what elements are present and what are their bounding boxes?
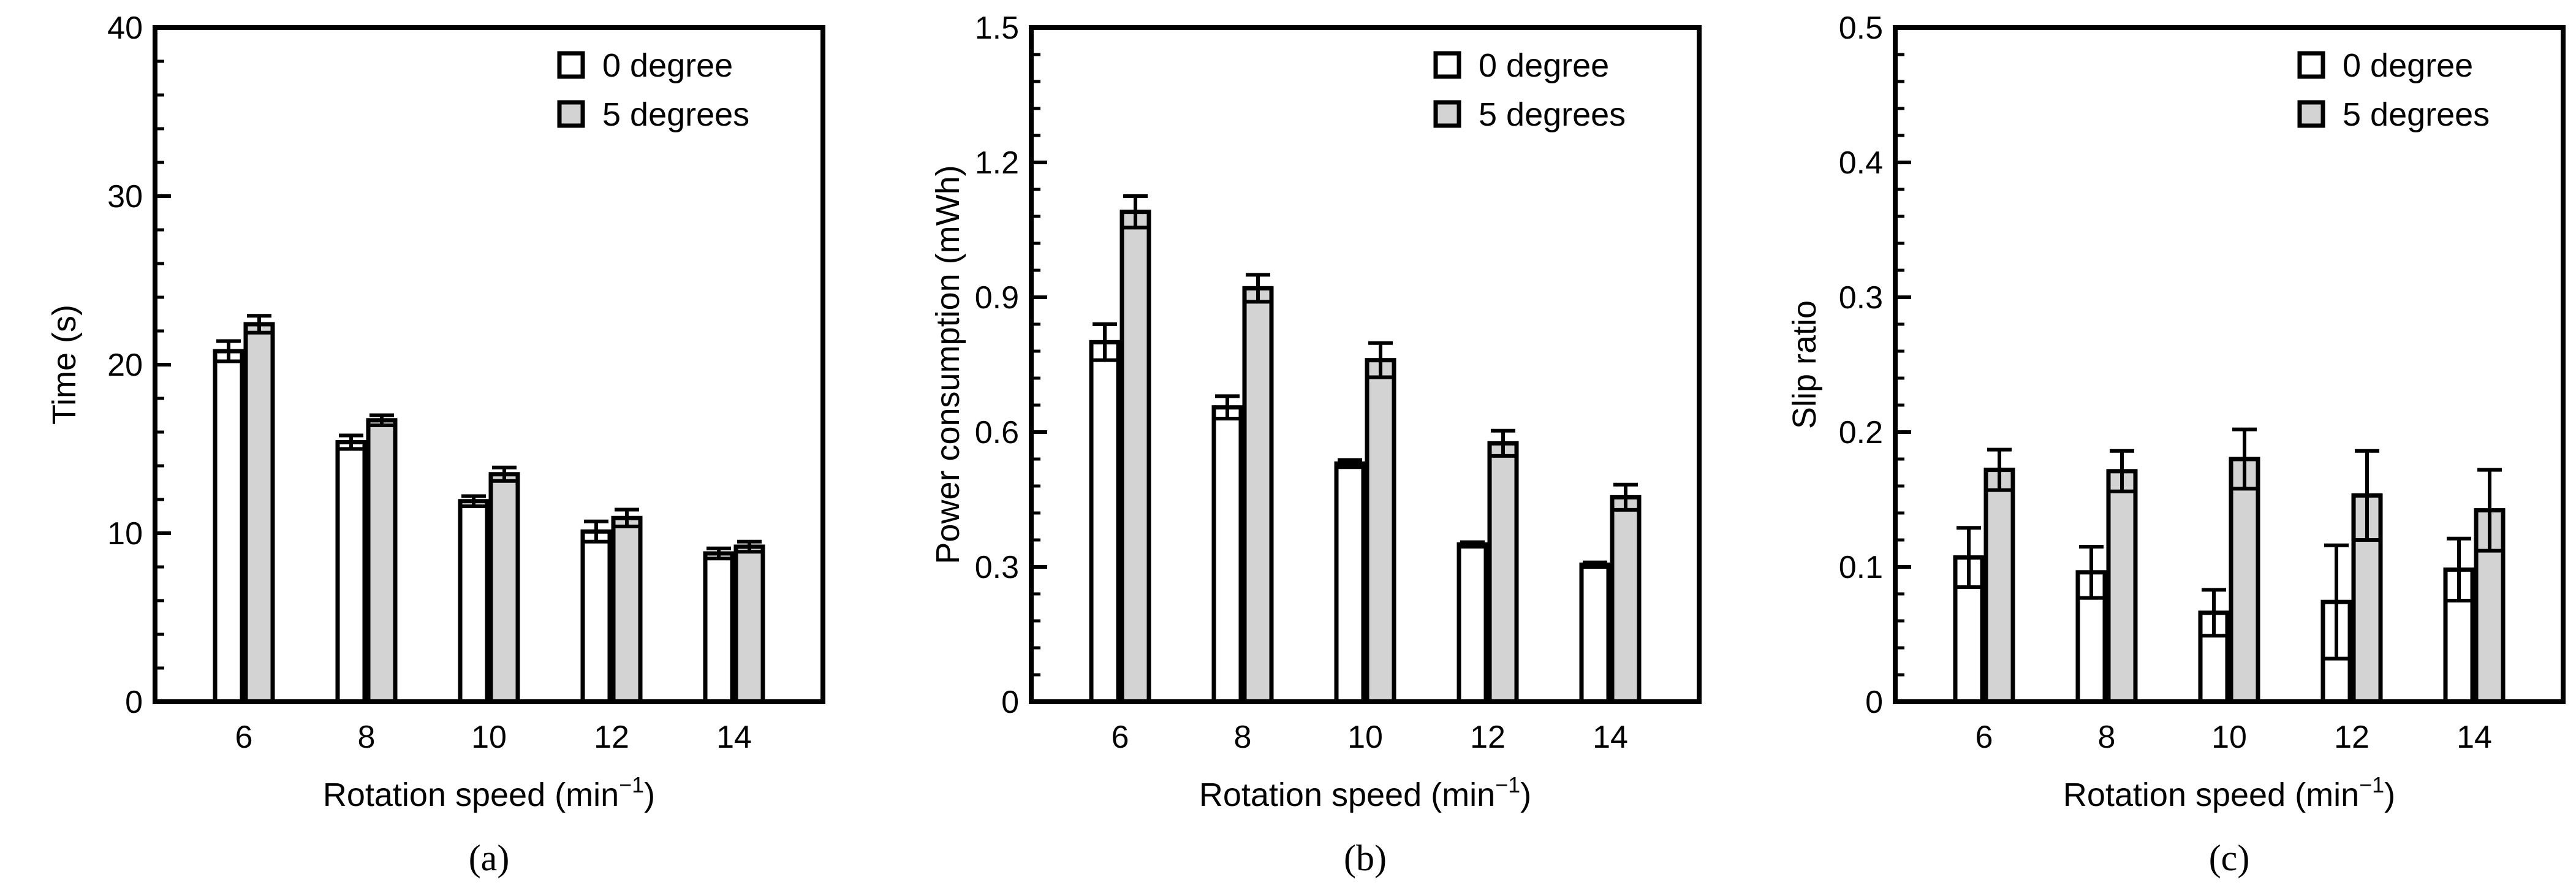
x-axis-title-superscript: −1 bbox=[1495, 772, 1520, 797]
y-tick-label: 1.2 bbox=[975, 145, 1019, 181]
y-tick-label: 0.4 bbox=[1839, 145, 1883, 181]
x-tick-label: 10 bbox=[2211, 720, 2247, 755]
panel-a-marks: 0 10 20 30 40 6 8 10 12 14 bbox=[107, 10, 765, 755]
y-tick-label: 20 bbox=[107, 348, 143, 383]
x-tick-label: 14 bbox=[1593, 720, 1628, 755]
x-tick-label: 6 bbox=[1112, 720, 1129, 755]
x-tick-label: 8 bbox=[358, 720, 376, 755]
legend-label-5-degrees: 5 degrees bbox=[602, 96, 749, 133]
panel-c-marks: 0 0.1 0.2 0.3 0.4 0.5 6 8 10 12 14 bbox=[1839, 10, 2506, 755]
y-tick-label: 30 bbox=[107, 179, 143, 215]
legend-label-0-degree: 0 degree bbox=[1479, 47, 1609, 84]
y-tick-label: 0.3 bbox=[1839, 280, 1883, 316]
y-tick-label: 0.1 bbox=[1839, 550, 1883, 585]
bar-0-degree bbox=[580, 529, 612, 704]
x-axis-title-superscript: −1 bbox=[619, 772, 644, 797]
bar-0-degree bbox=[1089, 340, 1121, 704]
panel-b-y-axis-title: Power consumption (mWh) bbox=[930, 165, 966, 564]
bar-0-degree bbox=[1579, 562, 1611, 704]
panel-c: 0 0.1 0.2 0.3 0.4 0.5 6 8 10 12 14 Slip ratio Rota… bbox=[1786, 10, 2566, 878]
legend-swatch-0-degree bbox=[1433, 51, 1461, 79]
bar-0-degree bbox=[458, 499, 490, 704]
x-axis-title-main: Rotation speed (min bbox=[323, 777, 619, 813]
panel-a-frame bbox=[153, 25, 825, 704]
legend-label-0-degree: 0 degree bbox=[602, 47, 733, 84]
bar-5-degrees bbox=[1365, 358, 1396, 704]
legend-swatch-5-degrees bbox=[2297, 100, 2325, 128]
panel-a-label: (a) bbox=[469, 838, 510, 878]
x-axis-title-end: ) bbox=[644, 777, 655, 813]
x-tick-label: 14 bbox=[716, 720, 752, 755]
bar-5-degrees bbox=[1242, 286, 1274, 704]
x-tick-label: 6 bbox=[235, 720, 253, 755]
panel-a-x-axis-title: Rotation speed (min−1) bbox=[323, 772, 655, 813]
legend-label-5-degrees: 5 degrees bbox=[1479, 96, 1626, 133]
y-tick-label: 0 bbox=[1865, 685, 1883, 720]
x-axis-title-superscript: −1 bbox=[2359, 772, 2384, 797]
x-axis-title-end: ) bbox=[1520, 777, 1531, 813]
bar-0-degree bbox=[1334, 461, 1366, 704]
x-axis-title-main: Rotation speed (min bbox=[2063, 777, 2359, 813]
bar-5-degrees bbox=[1610, 495, 1642, 704]
bar-5-degrees bbox=[488, 472, 520, 704]
bar-5-degrees bbox=[366, 418, 398, 704]
panel-c-label: (c) bbox=[2209, 838, 2250, 878]
bar-5-degrees bbox=[243, 322, 275, 704]
x-tick-label: 8 bbox=[1234, 720, 1252, 755]
x-tick-label: 12 bbox=[594, 720, 629, 755]
y-tick-label: 40 bbox=[107, 10, 143, 46]
panel-b: 0 0.3 0.6 0.9 1.2 1.5 6 8 10 12 14 Power consumpti… bbox=[930, 10, 1702, 878]
bar-0-degree bbox=[213, 349, 244, 704]
bar-0-degree bbox=[1457, 542, 1488, 704]
bar-5-degrees bbox=[2106, 469, 2138, 704]
bar-5-degrees bbox=[1119, 210, 1151, 704]
bar-5-degrees bbox=[1487, 441, 1519, 704]
legend-label-0-degree: 0 degree bbox=[2343, 47, 2473, 84]
panel-c-y-axis-title: Slip ratio bbox=[1786, 300, 1823, 429]
panel-a: 0 10 20 30 40 6 8 10 12 14 Time (s) Rotation spee… bbox=[46, 10, 825, 878]
y-tick-label: 0.2 bbox=[1839, 415, 1883, 450]
x-tick-label: 6 bbox=[1976, 720, 1993, 755]
y-tick-label: 10 bbox=[107, 516, 143, 552]
panel-b-x-axis-title: Rotation speed (min−1) bbox=[1199, 772, 1531, 813]
x-tick-label: 12 bbox=[1470, 720, 1506, 755]
bar-5-degrees bbox=[2229, 457, 2260, 704]
x-tick-label: 10 bbox=[1347, 720, 1383, 755]
legend-swatch-5-degrees bbox=[557, 100, 585, 128]
legend-label-5-degrees: 5 degrees bbox=[2343, 96, 2490, 133]
y-tick-label: 0.6 bbox=[975, 415, 1019, 450]
x-axis-title-end: ) bbox=[2384, 777, 2395, 813]
bar-0-degree bbox=[703, 551, 735, 704]
panel-b-legend: 0 degree 5 degrees bbox=[1433, 47, 1626, 133]
panel-c-legend: 0 degree 5 degrees bbox=[2297, 47, 2490, 133]
y-tick-label: 1.5 bbox=[975, 10, 1019, 46]
y-tick-label: 0.9 bbox=[975, 280, 1019, 316]
bar-0-degree bbox=[335, 440, 367, 704]
x-axis-title-main: Rotation speed (min bbox=[1199, 777, 1495, 813]
legend-swatch-5-degrees bbox=[1433, 100, 1461, 128]
panel-a-y-axis-title: Time (s) bbox=[46, 305, 83, 425]
y-tick-label: 0 bbox=[1001, 685, 1019, 720]
x-tick-label: 14 bbox=[2457, 720, 2492, 755]
x-tick-label: 8 bbox=[2098, 720, 2116, 755]
legend-swatch-0-degree bbox=[557, 51, 585, 79]
bar-0-degree bbox=[1211, 405, 1243, 704]
bar-5-degrees bbox=[611, 515, 643, 704]
x-tick-label: 10 bbox=[471, 720, 507, 755]
panel-b-label: (b) bbox=[1344, 838, 1387, 878]
bar-5-degrees bbox=[1983, 468, 2015, 704]
legend-swatch-0-degree bbox=[2297, 51, 2325, 79]
y-tick-label: 0.5 bbox=[1839, 10, 1883, 46]
panel-a-legend: 0 degree 5 degrees bbox=[557, 47, 749, 133]
bar-5-degrees bbox=[733, 544, 765, 704]
panel-b-frame bbox=[1029, 25, 1702, 704]
y-tick-label: 0 bbox=[125, 685, 143, 720]
panel-c-frame bbox=[1893, 25, 2566, 704]
panel-c-x-axis-title: Rotation speed (min−1) bbox=[2063, 772, 2395, 813]
y-tick-label: 0.3 bbox=[975, 550, 1019, 585]
x-tick-label: 12 bbox=[2334, 720, 2370, 755]
